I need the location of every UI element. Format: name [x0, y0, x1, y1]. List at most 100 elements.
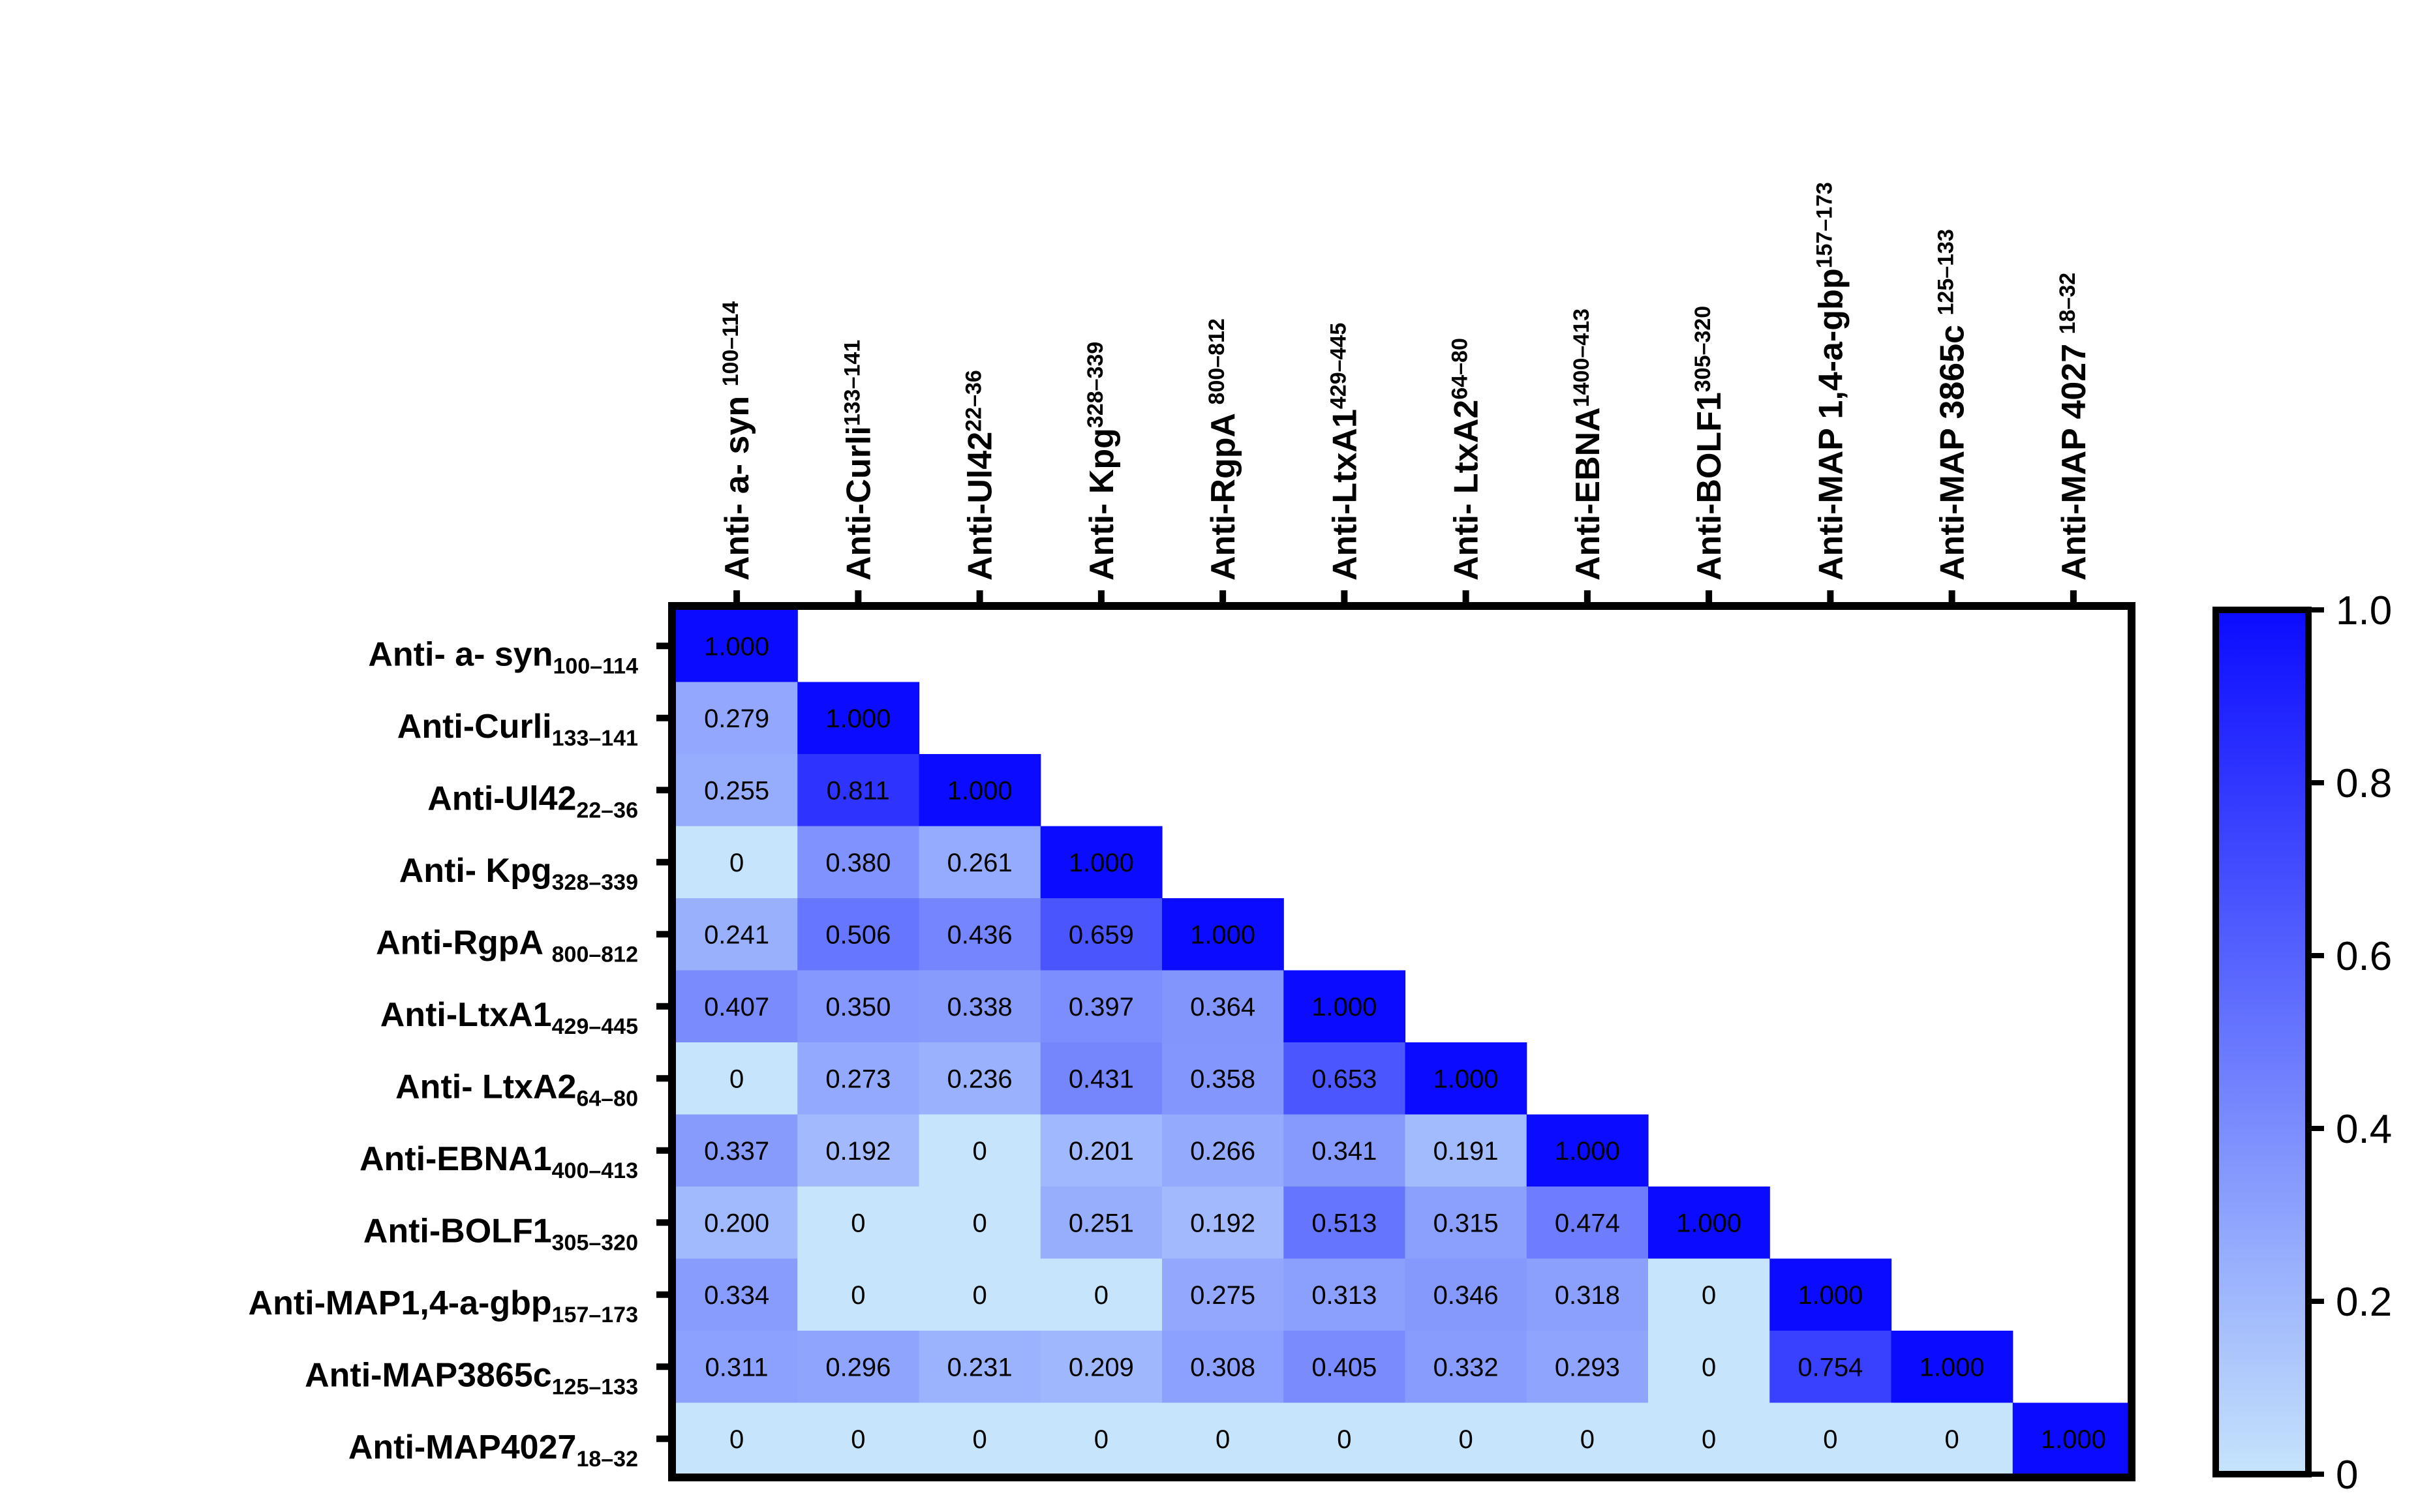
cell-value-label: 0.341 — [1311, 1137, 1377, 1166]
row-label: Anti-MAP1,4-a-gbp157–173 — [249, 1284, 638, 1327]
cell-value-label: 0 — [1702, 1281, 1716, 1310]
heatmap-cell — [1283, 1187, 1406, 1260]
heatmap-cell — [1648, 1187, 1770, 1260]
heatmap-cell — [1040, 1402, 1163, 1475]
heatmap-cell — [1040, 826, 1163, 899]
cell-value-label: 0 — [1580, 1425, 1595, 1454]
heatmap-cell — [1769, 1402, 1892, 1475]
cell-value-label: 0.334 — [704, 1281, 769, 1310]
row-label: Anti-BOLF1305–320 — [363, 1212, 638, 1255]
heatmap-cell — [797, 898, 920, 971]
heatmap-cell — [1405, 1258, 1527, 1331]
heatmap-cell — [1283, 1258, 1406, 1331]
cell-value-label: 0.261 — [947, 849, 1013, 877]
cell-value-label: 0 — [729, 849, 744, 877]
cell-value-label: 0.311 — [705, 1353, 769, 1382]
heatmap-cell — [1162, 898, 1284, 971]
heatmap-cell — [1162, 970, 1284, 1043]
row-label: Anti-RgpA 800–812 — [376, 924, 638, 967]
cell-value-label: 0.397 — [1069, 993, 1134, 1021]
heatmap-cell — [1040, 970, 1163, 1043]
heatmap-cell — [1040, 1258, 1163, 1331]
heatmap-cell — [797, 1402, 920, 1475]
cell-value-label: 0 — [851, 1209, 865, 1237]
cell-value-label: 0 — [1337, 1425, 1351, 1454]
heatmap-cell — [676, 898, 798, 971]
cell-value-label: 0.436 — [947, 920, 1013, 949]
cell-value-label: 0.236 — [947, 1065, 1013, 1093]
heatmap-cell — [1162, 1402, 1284, 1475]
cell-value-label: 0.209 — [1069, 1353, 1134, 1382]
cell-value-label: 0.241 — [704, 920, 769, 949]
heatmap-cell — [1283, 1331, 1406, 1404]
cell-value-label: 0.338 — [947, 993, 1013, 1021]
cell-value-label: 0.201 — [1069, 1137, 1134, 1166]
cell-value-label: 0 — [1823, 1425, 1837, 1454]
heatmap-cell — [1526, 1402, 1649, 1475]
cell-value-label: 1.000 — [1676, 1209, 1741, 1237]
cell-value-label: 0.431 — [1069, 1065, 1134, 1093]
cell-value-label: 0 — [1216, 1425, 1230, 1454]
colorbar-gradient — [2216, 610, 2308, 1474]
colorbar-tick-label: 0.2 — [2336, 1280, 2392, 1325]
cell-value-label: 0 — [1459, 1425, 1473, 1454]
heatmap-cell — [1891, 1402, 2013, 1475]
cell-value-label: 1.000 — [825, 704, 891, 733]
cell-value-label: 0 — [973, 1137, 987, 1166]
heatmap-cell — [1648, 1258, 1770, 1331]
heatmap-cell — [676, 1258, 798, 1331]
cell-value-label: 0.332 — [1433, 1353, 1499, 1382]
cell-value-label: 0.308 — [1190, 1353, 1255, 1382]
cell-value-label: 0.380 — [825, 849, 891, 877]
cell-value-label: 0.279 — [704, 704, 769, 733]
column-label: Anti- Kpg328–339 — [1083, 342, 1121, 581]
cell-value-label: 0.318 — [1555, 1281, 1620, 1310]
cell-value-label: 0.192 — [1190, 1209, 1255, 1237]
cell-value-label: 1.000 — [1433, 1065, 1499, 1093]
row-label: Anti-EBNA1400–413 — [360, 1140, 638, 1183]
heatmap-cell — [1040, 1042, 1163, 1115]
heatmap-cell — [919, 826, 1041, 899]
column-label: Anti-LtxA1429–445 — [1326, 323, 1364, 581]
heatmap-frame — [668, 602, 2135, 1481]
heatmap-cell — [1283, 1114, 1406, 1187]
cell-value-label: 0.659 — [1069, 920, 1134, 949]
cell-value-label: 0.811 — [827, 776, 890, 805]
row-label: Anti- LtxA264–80 — [395, 1068, 638, 1111]
heatmap-cell — [797, 1114, 920, 1187]
cell-value-label: 1.000 — [947, 776, 1013, 805]
heatmap-cell — [1526, 1114, 1649, 1187]
cell-value-label: 0.191 — [1433, 1137, 1499, 1166]
cell-value-label: 0.407 — [704, 993, 769, 1021]
cell-value-label: 0.405 — [1311, 1353, 1377, 1382]
cell-value-label: 0.506 — [825, 920, 891, 949]
cell-value-label: 0.200 — [704, 1209, 769, 1237]
heatmap-cell — [919, 1187, 1041, 1260]
column-label: Anti-MAP 4027 18–32 — [2055, 273, 2093, 581]
cell-value-label: 0.337 — [704, 1137, 769, 1166]
row-label: Anti-MAP3865c125–133 — [305, 1356, 638, 1399]
cell-value-label: 0 — [729, 1425, 744, 1454]
cell-value-label: 0.251 — [1069, 1209, 1134, 1237]
heatmap-cell — [919, 1402, 1041, 1475]
heatmap-cell — [797, 1187, 920, 1260]
cell-value-label: 0.192 — [825, 1137, 891, 1166]
heatmap-cell — [797, 826, 920, 899]
cell-value-label: 0 — [1094, 1425, 1109, 1454]
cell-value-label: 0.273 — [825, 1065, 891, 1093]
cell-value-label: 1.000 — [1555, 1137, 1620, 1166]
cell-value-label: 0.364 — [1190, 993, 1255, 1021]
cell-value-label: 0.315 — [1433, 1209, 1499, 1237]
heatmap-cell — [797, 1331, 920, 1404]
column-label: Anti- LtxA264–80 — [1448, 338, 1486, 581]
heatmap-cell — [919, 970, 1041, 1043]
heatmap-cell — [1040, 1331, 1163, 1404]
heatmap-cell — [1526, 1258, 1649, 1331]
cell-value-label: 0 — [1702, 1425, 1716, 1454]
cell-value-label: 1.000 — [704, 632, 769, 661]
heatmap-cell — [1769, 1331, 1892, 1404]
cell-value-label: 0.754 — [1798, 1353, 1863, 1382]
heatmap-cell — [919, 754, 1041, 827]
row-label: Anti- Kpg328–339 — [399, 852, 638, 895]
